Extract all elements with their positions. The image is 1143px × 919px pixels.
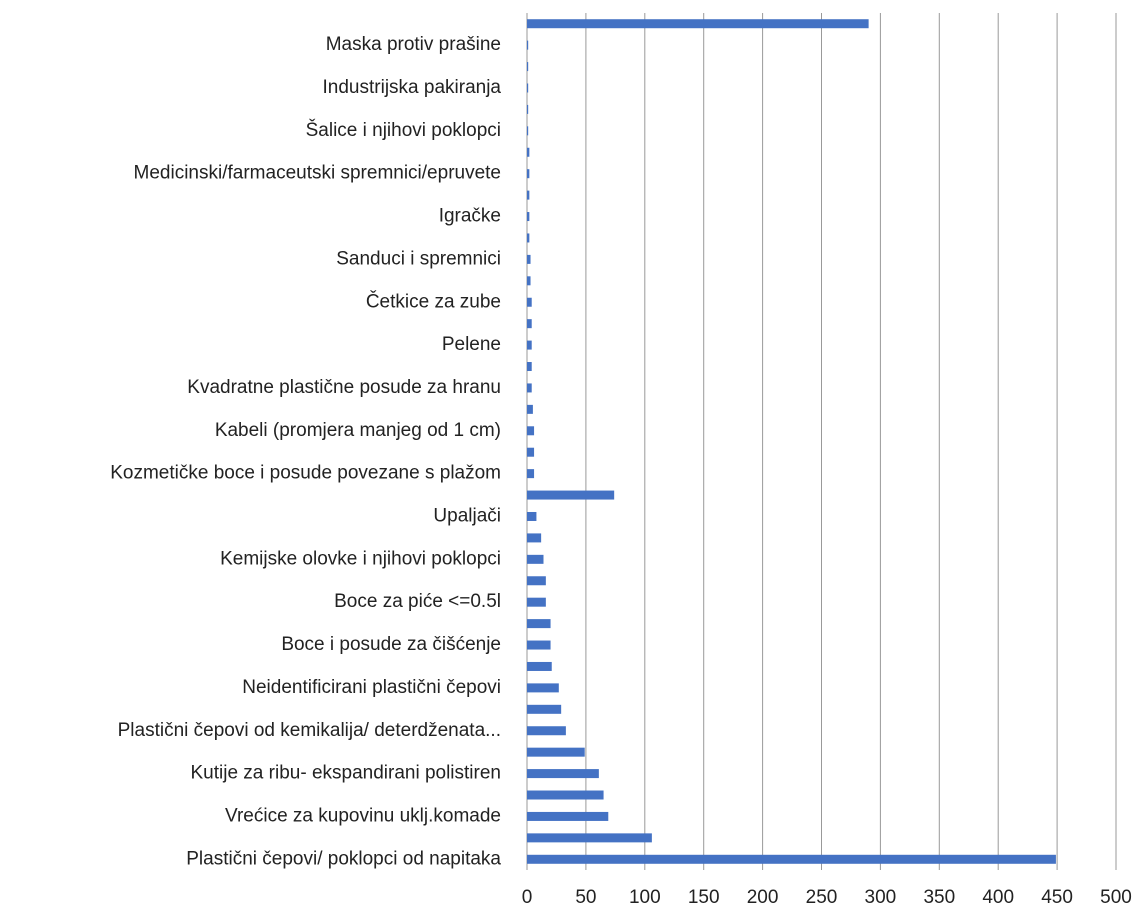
bar — [527, 790, 604, 800]
bar — [527, 297, 532, 307]
x-tick-label: 500 — [1100, 887, 1132, 908]
y-tick-label: Plastični čepovi/ poklopci od napitaka — [186, 848, 501, 869]
bar — [527, 511, 537, 521]
bar — [527, 190, 530, 200]
bar — [527, 426, 535, 436]
bar — [527, 276, 531, 286]
bar — [527, 576, 546, 586]
y-tick-label: Kvadratne plastične posude za hranu — [187, 377, 501, 398]
bar — [527, 854, 1056, 864]
x-tick-label: 200 — [747, 887, 779, 908]
y-tick-label: Industrijska pakiranja — [323, 77, 502, 98]
bar — [527, 19, 869, 29]
y-tick-label: Igračke — [439, 206, 501, 227]
y-tick-label: Plastični čepovi od kemikalija/ deterdže… — [118, 720, 501, 741]
bar — [527, 126, 529, 136]
y-tick-label: Četkice za zube — [366, 290, 501, 312]
bar — [527, 169, 530, 179]
bar — [527, 340, 532, 350]
bar — [527, 554, 544, 564]
bar — [527, 811, 609, 821]
bar — [527, 597, 546, 607]
y-tick-label: Sanduci i spremnici — [336, 248, 501, 269]
bar — [527, 383, 532, 393]
bar — [527, 212, 530, 222]
x-tick-label: 150 — [688, 887, 720, 908]
y-tick-label: Šalice i njihovi poklopci — [306, 119, 501, 141]
bar — [527, 447, 535, 457]
bar — [527, 254, 531, 264]
x-tick-label: 450 — [1041, 887, 1073, 908]
bar — [527, 40, 529, 50]
bar — [527, 83, 529, 93]
y-tick-label: Kabeli (promjera manjeg od 1 cm) — [215, 420, 501, 441]
bar — [527, 147, 530, 157]
y-tick-label: Maska protiv prašine — [326, 34, 501, 55]
x-tick-label: 250 — [806, 887, 838, 908]
y-tick-label: Vrećice za kupovinu uklj.komade — [225, 805, 501, 826]
bar — [527, 533, 542, 543]
y-tick-label: Kutije za ribu- ekspandirani polistiren — [191, 763, 502, 784]
bar — [527, 833, 652, 843]
bar — [527, 747, 585, 757]
x-tick-label: 400 — [982, 887, 1014, 908]
bar — [527, 362, 532, 372]
bar — [527, 619, 551, 629]
bar — [527, 661, 552, 671]
x-tick-label: 100 — [629, 887, 661, 908]
x-tick-label: 0 — [522, 887, 533, 908]
y-tick-label: Medicinski/farmaceutski spremnici/epruve… — [134, 163, 501, 184]
y-tick-label: Boce za piće <=0.5l — [334, 591, 501, 612]
bar — [527, 62, 529, 72]
y-tick-label: Upaljači — [433, 506, 501, 527]
y-tick-label: Kozmetičke boce i posude povezane s plaž… — [110, 463, 501, 484]
bar — [527, 404, 533, 414]
bar — [527, 704, 562, 714]
y-tick-label: Neidentificirani plastični čepovi — [242, 677, 501, 698]
bar — [527, 683, 559, 693]
bar — [527, 104, 529, 114]
x-tick-label: 300 — [865, 887, 897, 908]
y-tick-label: Kemijske olovke i njihovi poklopci — [220, 548, 501, 569]
x-tick-label: 350 — [923, 887, 955, 908]
bar — [527, 769, 599, 779]
bar — [527, 233, 530, 243]
bar — [527, 469, 535, 479]
bar — [527, 319, 532, 329]
bar — [527, 640, 551, 650]
x-tick-label: 50 — [575, 887, 596, 908]
y-tick-label: Pelene — [442, 334, 501, 355]
y-tick-label: Boce i posude za čišćenje — [281, 634, 501, 655]
bar — [527, 726, 566, 736]
bar — [527, 490, 615, 500]
